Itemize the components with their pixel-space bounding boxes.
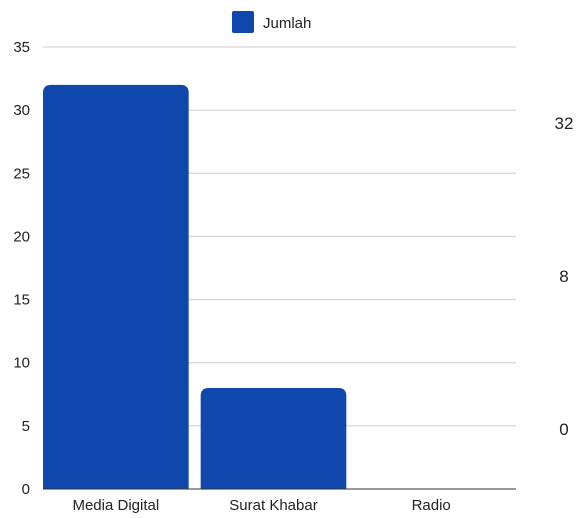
y-tick-label: 20 [13,228,30,245]
side-value-label: 0 [559,420,568,439]
x-axis-labels: Media Digital Surat Khabar Radio [72,497,450,514]
side-value-label: 32 [555,114,574,133]
y-axis-ticks: 0 5 10 15 20 25 30 35 [13,39,30,498]
y-tick-label: 0 [22,481,30,498]
x-category-label: Radio [412,497,451,514]
bars [43,84,347,489]
bar-0 [43,84,189,489]
x-category-label: Surat Khabar [229,497,317,514]
y-tick-label: 35 [13,39,30,56]
y-tick-label: 25 [13,165,30,182]
y-tick-label: 30 [13,102,30,119]
legend-label-jumlah: Jumlah [263,15,311,32]
side-value-labels: 32 8 0 [555,114,574,439]
legend-swatch-jumlah [232,11,254,33]
legend: Jumlah [232,11,311,33]
side-value-label: 8 [559,267,568,286]
y-tick-label: 15 [13,292,30,309]
bar-1 [200,387,347,489]
y-tick-label: 10 [13,355,30,372]
y-tick-label: 5 [22,418,30,435]
x-category-label: Media Digital [72,497,159,514]
